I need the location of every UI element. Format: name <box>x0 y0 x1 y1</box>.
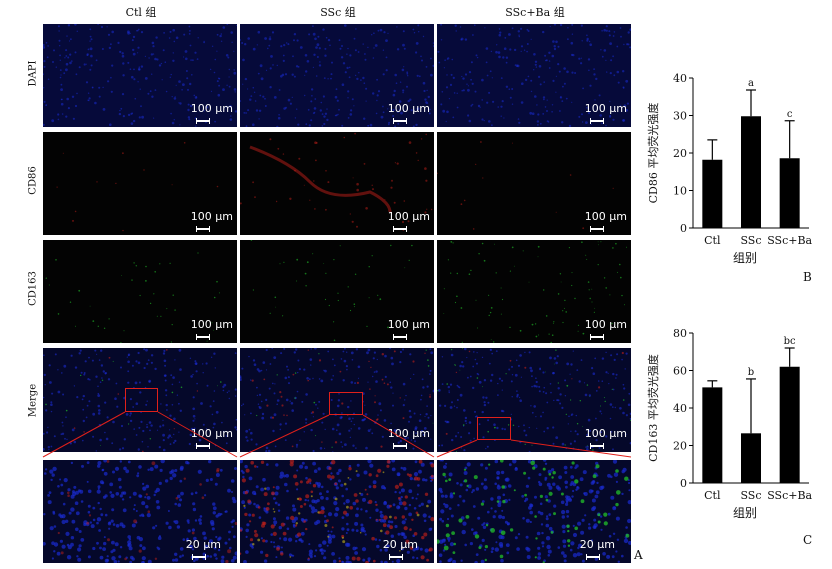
scale-bar <box>393 334 407 340</box>
significance-label: c <box>787 109 793 120</box>
y-axis-label: CD86 平均荧光强度 <box>646 103 660 204</box>
scale-bar-label: 100 μm <box>190 210 233 223</box>
micrograph-cd163-ctl: 100 μm <box>43 240 237 343</box>
micrograph-cd163-ssc: 100 μm <box>240 240 434 343</box>
y-tick-label: 10 <box>673 185 687 198</box>
scale-bar <box>196 443 210 449</box>
micrograph-zoom-ctl: 20 μm <box>43 460 237 563</box>
scale-bar <box>393 443 407 449</box>
scale-bar <box>196 226 210 232</box>
x-tick-label: SSc <box>740 489 761 502</box>
scale-bar-label: 20 μm <box>382 538 418 551</box>
micrograph-merge-ssc: 100 μm <box>240 348 434 452</box>
scale-bar <box>192 554 206 560</box>
scale-bar <box>590 118 604 124</box>
scale-bar-label: 20 μm <box>579 538 615 551</box>
bar <box>702 387 723 483</box>
significance-label: bc <box>784 336 796 347</box>
zoom-region-box-ssc-ba <box>477 417 511 440</box>
bar <box>779 366 800 483</box>
scale-bar <box>389 554 403 560</box>
scale-bar <box>196 118 210 124</box>
scale-bar-label: 20 μm <box>185 538 221 551</box>
y-axis-label: CD163 平均荧光强度 <box>646 354 660 462</box>
bar <box>779 158 800 228</box>
micrograph-dapi-ctl: 100 μm <box>43 24 237 127</box>
column-header-ssc-ba: SSc+Ba 组 <box>505 6 565 19</box>
x-tick-label: Ctl <box>704 489 721 502</box>
scale-bar-label: 100 μm <box>387 427 430 440</box>
x-tick-label: SSc+Ba <box>767 489 812 502</box>
scale-bar-label: 100 μm <box>190 318 233 331</box>
zoom-connector-line <box>436 439 478 458</box>
micrograph-cd86-ssc: 100 μm <box>240 132 434 235</box>
scale-bar-label: 100 μm <box>387 210 430 223</box>
zoom-connector-line <box>510 439 632 458</box>
scale-bar <box>590 226 604 232</box>
micrograph-cd86-ctl: 100 μm <box>43 132 237 235</box>
y-tick-label: 40 <box>673 402 687 415</box>
column-header-ctl: Ctl 组 <box>125 6 157 19</box>
micrograph-merge-ssc-ba: 100 μm <box>437 348 631 452</box>
scale-bar-label: 100 μm <box>190 102 233 115</box>
y-tick-label: 20 <box>673 440 687 453</box>
micrograph-cd163-ssc-ba: 100 μm <box>437 240 631 343</box>
column-header-ssc: SSc 组 <box>320 6 356 19</box>
micrograph-zoom-ssc: 20 μm <box>240 460 434 563</box>
zoom-region-box-ctl <box>125 388 158 412</box>
y-tick-label: 0 <box>680 477 687 490</box>
scale-bar <box>590 334 604 340</box>
x-tick-label: SSc+Ba <box>767 234 812 247</box>
scale-bar-label: 100 μm <box>387 102 430 115</box>
panel-letter-b: B <box>803 270 812 284</box>
y-tick-label: 80 <box>673 327 687 340</box>
chart-cd163: CD163 平均荧光强度 0 20 40 60 80 Ctl b SSc bc SSc+Ba 组别 <box>646 327 813 520</box>
y-tick-label: 40 <box>673 72 687 85</box>
scale-bar <box>393 118 407 124</box>
scale-bar <box>590 443 604 449</box>
y-tick-label: 20 <box>673 147 687 160</box>
y-tick-label: 0 <box>680 222 687 235</box>
scale-bar <box>393 226 407 232</box>
zoom-connector-line <box>157 411 238 458</box>
y-tick-label: 30 <box>673 110 687 123</box>
micrograph-merge-ctl: 100 μm <box>43 348 237 452</box>
zoom-connector-line <box>239 414 330 458</box>
significance-label: b <box>748 367 754 378</box>
y-tick-label: 60 <box>673 365 687 378</box>
zoom-connector-line <box>42 411 126 458</box>
significance-label: a <box>748 78 754 89</box>
micrograph-zoom-ssc-ba: 20 μm <box>437 460 631 563</box>
scale-bar <box>586 554 600 560</box>
bar <box>741 433 761 483</box>
scale-bar-label: 100 μm <box>584 210 627 223</box>
panel-letter-c: C <box>803 533 813 547</box>
scale-bar-label: 100 μm <box>584 427 627 440</box>
micrograph-cd86-ssc-ba: 100 μm <box>437 132 631 235</box>
bar <box>741 116 761 228</box>
bar <box>702 159 723 228</box>
x-tick-label: SSc <box>740 234 761 247</box>
scale-bar-label: 100 μm <box>584 102 627 115</box>
zoom-region-box-ssc <box>329 392 363 415</box>
micrograph-dapi-ssc-ba: 100 μm <box>437 24 631 127</box>
scale-bar-label: 100 μm <box>387 318 430 331</box>
scale-bar-label: 100 μm <box>584 318 627 331</box>
x-axis-label: 组别 <box>733 251 757 265</box>
panel-letter-a: A <box>634 548 643 562</box>
micrograph-dapi-ssc: 100 μm <box>240 24 434 127</box>
scale-bar <box>196 334 210 340</box>
chart-cd86: CD86 平均荧光强度 0 10 20 30 40 Ctl a SSc c SSc+Ba 组别 <box>646 72 813 265</box>
x-axis-label: 组别 <box>733 506 757 520</box>
zoom-connector-line <box>362 414 435 458</box>
x-tick-label: Ctl <box>704 234 721 247</box>
